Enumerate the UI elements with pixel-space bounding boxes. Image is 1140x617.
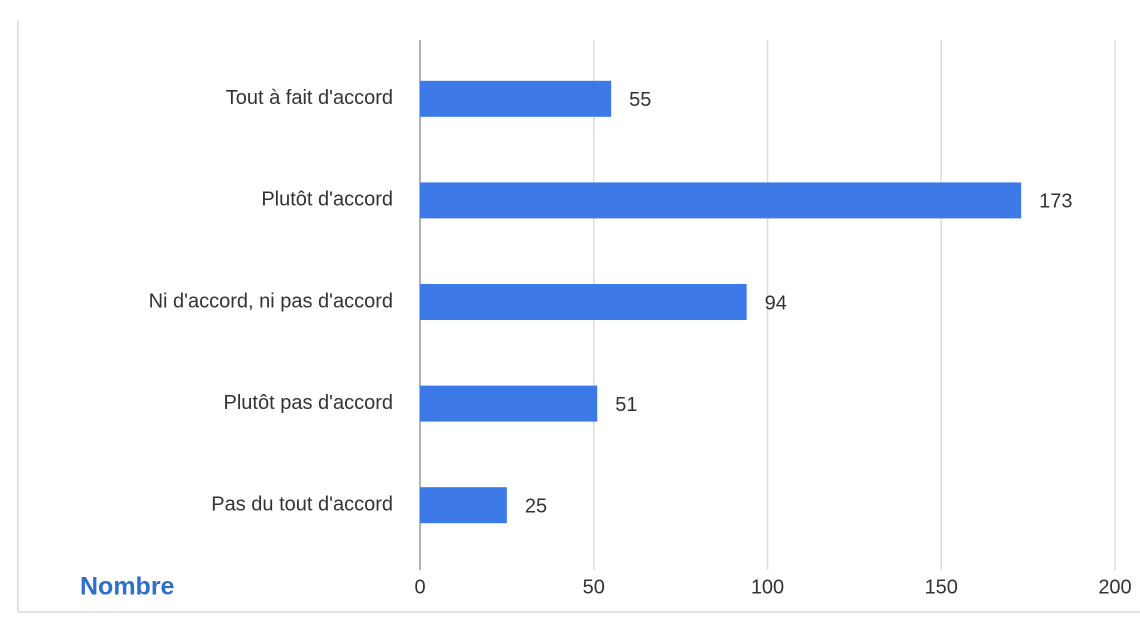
- y-tick-label: Ni d'accord, ni pas d'accord: [149, 290, 393, 312]
- bar: [420, 385, 598, 422]
- data-label: 25: [525, 495, 547, 517]
- data-label: 173: [1039, 191, 1072, 213]
- bar: [420, 487, 507, 524]
- data-label: 55: [629, 89, 651, 111]
- bar: [420, 182, 1022, 219]
- x-tick-label: 0: [414, 576, 425, 598]
- data-label: 94: [765, 292, 787, 314]
- y-tick-label: Plutôt d'accord: [261, 189, 393, 211]
- data-label: 51: [615, 394, 637, 416]
- bar: [420, 284, 747, 320]
- x-tick-label: 100: [751, 576, 784, 598]
- x-tick-label: 150: [925, 576, 958, 598]
- y-tick-label: Plutôt pas d'accord: [224, 392, 393, 414]
- y-tick-label: Tout à fait d'accord: [226, 87, 393, 109]
- y-tick-label: Pas du tout d'accord: [211, 493, 393, 515]
- x-axis-label: Nombre: [80, 573, 175, 601]
- bar: [420, 80, 612, 117]
- x-tick-label: 200: [1098, 576, 1131, 598]
- x-tick-label: 50: [583, 576, 605, 598]
